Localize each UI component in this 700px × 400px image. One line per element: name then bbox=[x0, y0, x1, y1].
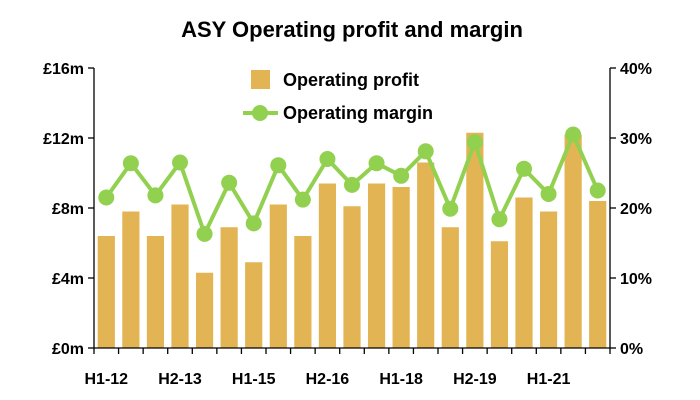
bar-h2-13 bbox=[171, 204, 189, 348]
left-tick-label: £12m bbox=[43, 131, 84, 148]
margin-point-h1-15 bbox=[245, 215, 262, 232]
margin-point-h2-13 bbox=[172, 154, 188, 171]
legend: Operating profit Operating margin bbox=[243, 70, 433, 123]
bar-h1-18 bbox=[392, 187, 410, 348]
margin-point-h2-19 bbox=[466, 134, 483, 151]
left-tick-label: £16m bbox=[43, 61, 84, 78]
chart-title: ASY Operating profit and margin bbox=[181, 17, 523, 42]
margin-point-h2-17 bbox=[368, 155, 385, 172]
legend-swatch-operating-profit bbox=[251, 70, 270, 89]
bar-h2-19 bbox=[466, 132, 484, 348]
left-tick-label: £0m bbox=[52, 341, 84, 358]
left-tick-label: £4m bbox=[52, 271, 84, 288]
margin-point-h1-18 bbox=[393, 167, 410, 184]
legend-label-operating-profit: Operating profit bbox=[283, 70, 419, 90]
bar-h1-19 bbox=[441, 227, 459, 348]
left-axis-ticks: £0m £4m £8m £12m £16m bbox=[43, 61, 94, 358]
bar-h1-13 bbox=[146, 236, 165, 348]
x-tick-label: H1-15 bbox=[232, 371, 276, 388]
bar-h1-21 bbox=[539, 211, 558, 348]
bar-h2-17 bbox=[367, 183, 386, 348]
margin-point-h1-20 bbox=[491, 211, 508, 228]
margin-point-h1-12 bbox=[98, 189, 115, 206]
bar-series-operating-profit bbox=[97, 132, 607, 348]
bar-h1-16 bbox=[294, 236, 312, 348]
margin-point-h2-21 bbox=[565, 126, 582, 143]
margin-point-h2-18 bbox=[417, 143, 434, 160]
margin-point-h1-14 bbox=[196, 225, 213, 242]
bar-h1-14 bbox=[195, 272, 214, 348]
margin-point-h2-12 bbox=[122, 155, 139, 172]
bar-h2-20 bbox=[515, 197, 533, 348]
x-tick-label: H1-21 bbox=[527, 371, 571, 388]
right-tick-label: 0% bbox=[620, 341, 643, 358]
x-tick-label: H1-12 bbox=[84, 371, 128, 388]
margin-point-h1-13 bbox=[147, 187, 164, 204]
margin-point-h2-20 bbox=[516, 160, 532, 177]
margin-point-h2-16 bbox=[319, 151, 336, 167]
margin-point-h1-21 bbox=[540, 186, 557, 202]
left-tick-label: £8m bbox=[52, 201, 84, 218]
margin-point-h1-22 bbox=[589, 182, 606, 199]
bar-h2-12 bbox=[122, 211, 140, 348]
legend-label-operating-margin: Operating margin bbox=[283, 103, 433, 123]
x-tick-label: H2-19 bbox=[453, 371, 497, 388]
bar-h2-21 bbox=[564, 134, 582, 348]
bar-h1-22 bbox=[589, 201, 607, 348]
right-tick-label: 40% bbox=[620, 61, 652, 78]
bar-h2-15 bbox=[269, 204, 287, 348]
line-series-operating-margin bbox=[98, 126, 606, 242]
right-axis-ticks: 0% 10% 20% 30% 40% bbox=[610, 61, 652, 358]
bar-h1-15 bbox=[245, 262, 263, 348]
bar-h2-14 bbox=[220, 227, 238, 348]
right-tick-label: 20% bbox=[620, 201, 652, 218]
bar-h2-18 bbox=[417, 162, 435, 348]
bar-h1-20 bbox=[490, 241, 509, 348]
x-tick-label: H2-13 bbox=[158, 371, 202, 388]
bar-h1-12 bbox=[97, 236, 115, 348]
margin-point-h1-17 bbox=[344, 176, 360, 193]
margin-point-h1-19 bbox=[442, 200, 459, 217]
margin-point-h1-16 bbox=[294, 191, 311, 208]
bar-h1-17 bbox=[343, 206, 361, 348]
margin-point-h2-14 bbox=[221, 174, 238, 191]
x-axis-ticks: H1-12 H2-13 H1-15 H2-16 H1-18 H2-19 H1-21 bbox=[84, 348, 611, 388]
x-tick-label: H2-16 bbox=[306, 371, 350, 388]
x-tick-label: H1-18 bbox=[379, 371, 423, 388]
legend-swatch-marker bbox=[252, 105, 268, 121]
right-tick-label: 10% bbox=[620, 271, 652, 288]
bar-h2-16 bbox=[318, 183, 337, 348]
right-tick-label: 30% bbox=[620, 131, 652, 148]
margin-point-h2-15 bbox=[270, 157, 287, 174]
